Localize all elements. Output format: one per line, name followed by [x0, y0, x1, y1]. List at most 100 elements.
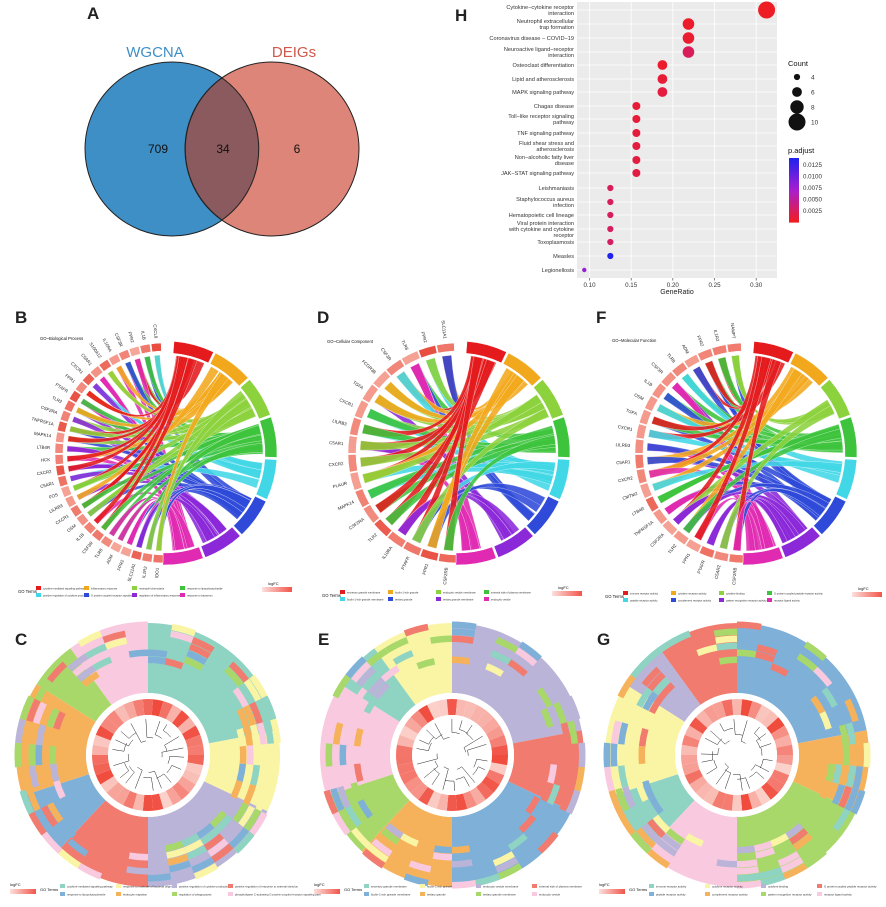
- dendro-membership-cell: [638, 745, 646, 765]
- dendro-branch-arc: [443, 766, 449, 770]
- dendro-logfc-cell: [177, 776, 196, 793]
- chord-ribbon: [80, 398, 190, 550]
- dendro-branch: [163, 773, 172, 783]
- chord-legend-swatch: [388, 597, 393, 601]
- dendro-logfc-cell: [776, 744, 793, 755]
- dendro-term-wedge: [737, 623, 867, 744]
- chord-ribbon: [108, 496, 186, 551]
- dendro-membership-cell: [49, 745, 57, 765]
- chord-legend-label: positive regulation of cytokine producti…: [43, 594, 90, 598]
- dotplot-point: [632, 169, 641, 177]
- chord-ribbon: [366, 408, 556, 473]
- chord-ribbon: [117, 498, 188, 551]
- dendro-membership-cell: [188, 643, 211, 659]
- dendro-logfc-cell: [469, 704, 486, 724]
- dendro-membership-cell: [403, 623, 429, 637]
- chord-gene-label: FPR1: [422, 563, 430, 576]
- chord-ribbon: [145, 483, 253, 551]
- dendro-membership-cell: [76, 665, 96, 682]
- dendro-legend-label: positive regulation of response to exter…: [235, 885, 298, 889]
- chord-ribbon: [664, 488, 762, 551]
- dendro-branch: [125, 771, 135, 784]
- dendro-logfc-cell: [695, 781, 713, 800]
- chord-gene-label: C5AR1: [40, 480, 56, 489]
- dendro-logfc-cell: [703, 786, 720, 806]
- dendro-membership-cell: [371, 838, 393, 857]
- dendro-membership-cell: [428, 872, 452, 882]
- dendro-membership-cell: [104, 860, 128, 873]
- chord-gene-label: ADM: [105, 554, 114, 565]
- chord-gene-label: PTAFR: [400, 556, 411, 571]
- chord-legend-label: neutrophil chemotaxis: [139, 587, 165, 591]
- dendro-membership-cell: [838, 785, 852, 809]
- dendro-branch: [463, 735, 483, 748]
- dendro-branch: [463, 776, 470, 787]
- chord-legend-swatch: [180, 586, 185, 590]
- dendro-logfc-cell: [476, 710, 494, 729]
- dendro-membership-cell: [658, 682, 676, 700]
- chord-gene-arc: [347, 454, 358, 473]
- dendro-membership-cell: [339, 744, 347, 766]
- dendro-logfc-cell: [172, 710, 190, 729]
- dendro-branch-arc: [455, 776, 465, 780]
- chord-gene-label: NAMPT: [730, 323, 737, 339]
- dendro-membership-cell: [104, 637, 128, 650]
- chord-legend-swatch: [84, 593, 89, 597]
- dendro-membership-cell: [351, 661, 372, 683]
- chord-ribbon: [396, 355, 482, 411]
- dendro-legend-swatch: [60, 892, 65, 896]
- chord-ribbon: [124, 361, 263, 446]
- dendro-legend-label: cytokine binding: [768, 885, 789, 889]
- chord-legend-label: response to bacterium: [187, 594, 213, 598]
- dendro-membership-cell: [236, 728, 247, 747]
- dotplot-colorbar-step: [789, 182, 799, 185]
- chord-ribbon: [75, 407, 263, 443]
- dendro-branch-arc: [466, 733, 474, 740]
- dendro-legend-swatch: [476, 884, 481, 888]
- dendro-membership-cell: [81, 671, 100, 688]
- dendro-legend-swatch: [228, 892, 233, 896]
- dendro-membership-cell: [362, 848, 386, 869]
- dendro-membership-cell: [99, 623, 125, 637]
- dendro-logfc-cell: [187, 744, 204, 755]
- dendro-membership-cell: [233, 831, 255, 854]
- dendro-center: [412, 715, 492, 795]
- dendro-term-wedge: [605, 684, 685, 796]
- dendro-legend-swatch: [705, 892, 710, 896]
- chord-gene-arc: [83, 521, 97, 535]
- chord-legend-label: cytokine binding: [726, 592, 745, 596]
- chord-ribbon: [69, 356, 192, 436]
- chord-legend-title: GO Terms: [18, 589, 37, 594]
- dendro-membership-cell: [817, 661, 838, 683]
- dendro-branch-arc: [760, 746, 763, 756]
- dendro-membership-cell: [430, 635, 452, 644]
- dendro-membership-cell: [126, 866, 148, 875]
- dendro-membership-cell: [608, 789, 624, 815]
- chord-ribbon: [443, 356, 483, 552]
- dotplot-category-label: Chagas disease: [534, 104, 574, 110]
- chord-legend-label: external side of plasma membrane: [491, 591, 531, 595]
- chord-ribbon: [361, 355, 481, 437]
- chord-ribbon: [427, 367, 515, 549]
- chord-ribbon: [66, 455, 191, 550]
- dendro-membership-cell: [648, 695, 664, 714]
- dendro-branch: [724, 772, 731, 790]
- dendro-membership-cell: [46, 707, 60, 728]
- dendro-legend-label: endocytic vesicle membrane: [483, 885, 519, 889]
- chord-ribbon: [648, 429, 843, 476]
- dendro-logfc-cell: [766, 776, 785, 793]
- dendro-legend-label: response to lipopolysaccharide: [67, 893, 106, 897]
- dendro-membership-cell: [537, 831, 559, 854]
- dendro-term-wedge: [646, 800, 737, 887]
- dendro-logfc-cell: [489, 762, 508, 776]
- dendro-branch: [715, 766, 729, 785]
- dendro-membership-cell: [567, 720, 578, 744]
- dotplot-point: [607, 211, 614, 219]
- chord-ribbon: [410, 362, 482, 551]
- chord-ribbon: [75, 375, 233, 428]
- chord-ribbon: [85, 355, 186, 417]
- dendro-branch-arc: [123, 743, 127, 752]
- chord-gene-label: ADM: [681, 343, 690, 354]
- chord-gene-arc: [387, 530, 407, 548]
